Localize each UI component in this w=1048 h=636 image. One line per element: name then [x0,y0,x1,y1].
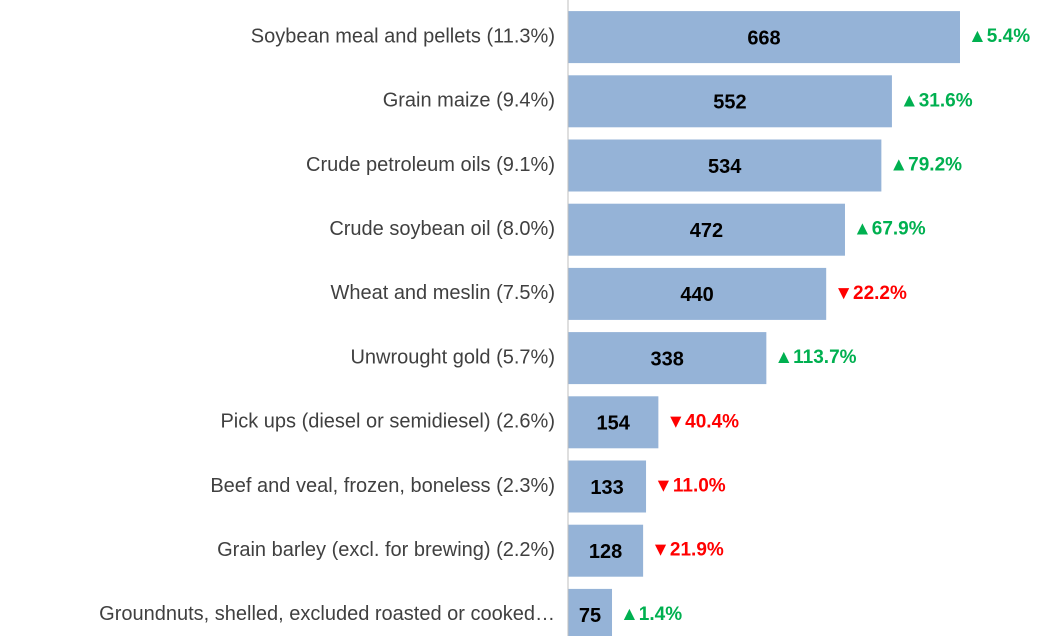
change-label: ▼40.4% [666,411,739,432]
value-label: 338 [650,348,683,370]
change-label: ▼21.9% [651,540,724,561]
bar [568,588,613,636]
change-label: ▲67.9% [853,219,926,240]
change-label: ▲1.4% [620,604,682,625]
bar [568,524,644,577]
value-label: 668 [747,27,780,49]
value-label: 75 [579,605,601,627]
category-label: Unwrought gold (5.7%) [350,346,555,368]
value-label: 552 [713,92,746,114]
category-label: Crude petroleum oils (9.1%) [306,154,555,176]
bar [568,203,845,256]
category-label: Crude soybean oil (8.0%) [329,218,555,240]
value-label: 128 [589,541,622,563]
category-label: Grain barley (excl. for brewing) (2.2%) [217,539,555,561]
change-label: ▼22.2% [834,283,907,304]
value-label: 534 [708,156,742,178]
value-label: 472 [690,220,723,242]
category-label: Groundnuts, shelled, excluded roasted or… [99,603,555,625]
category-label: Grain maize (9.4%) [383,90,555,112]
bar [568,139,882,192]
category-label: Beef and veal, frozen, boneless (2.3%) [210,475,555,497]
change-label: ▲5.4% [968,26,1030,47]
value-label: 154 [596,413,630,435]
category-label: Wheat and meslin (7.5%) [330,282,555,304]
change-label: ▼11.0% [654,476,726,497]
bar [568,11,960,64]
change-label: ▲79.2% [889,155,962,176]
value-label: 133 [590,477,623,499]
bar [568,396,659,449]
change-label: ▲113.7% [774,347,856,368]
bar [568,460,647,513]
bar [568,332,767,385]
value-label: 440 [680,284,713,306]
bar [568,267,827,320]
category-label: Soybean meal and pellets (11.3%) [251,25,555,47]
category-label: Pick ups (diesel or semidiesel) (2.6%) [220,411,555,433]
bar [568,75,892,128]
change-label: ▲31.6% [900,90,973,111]
